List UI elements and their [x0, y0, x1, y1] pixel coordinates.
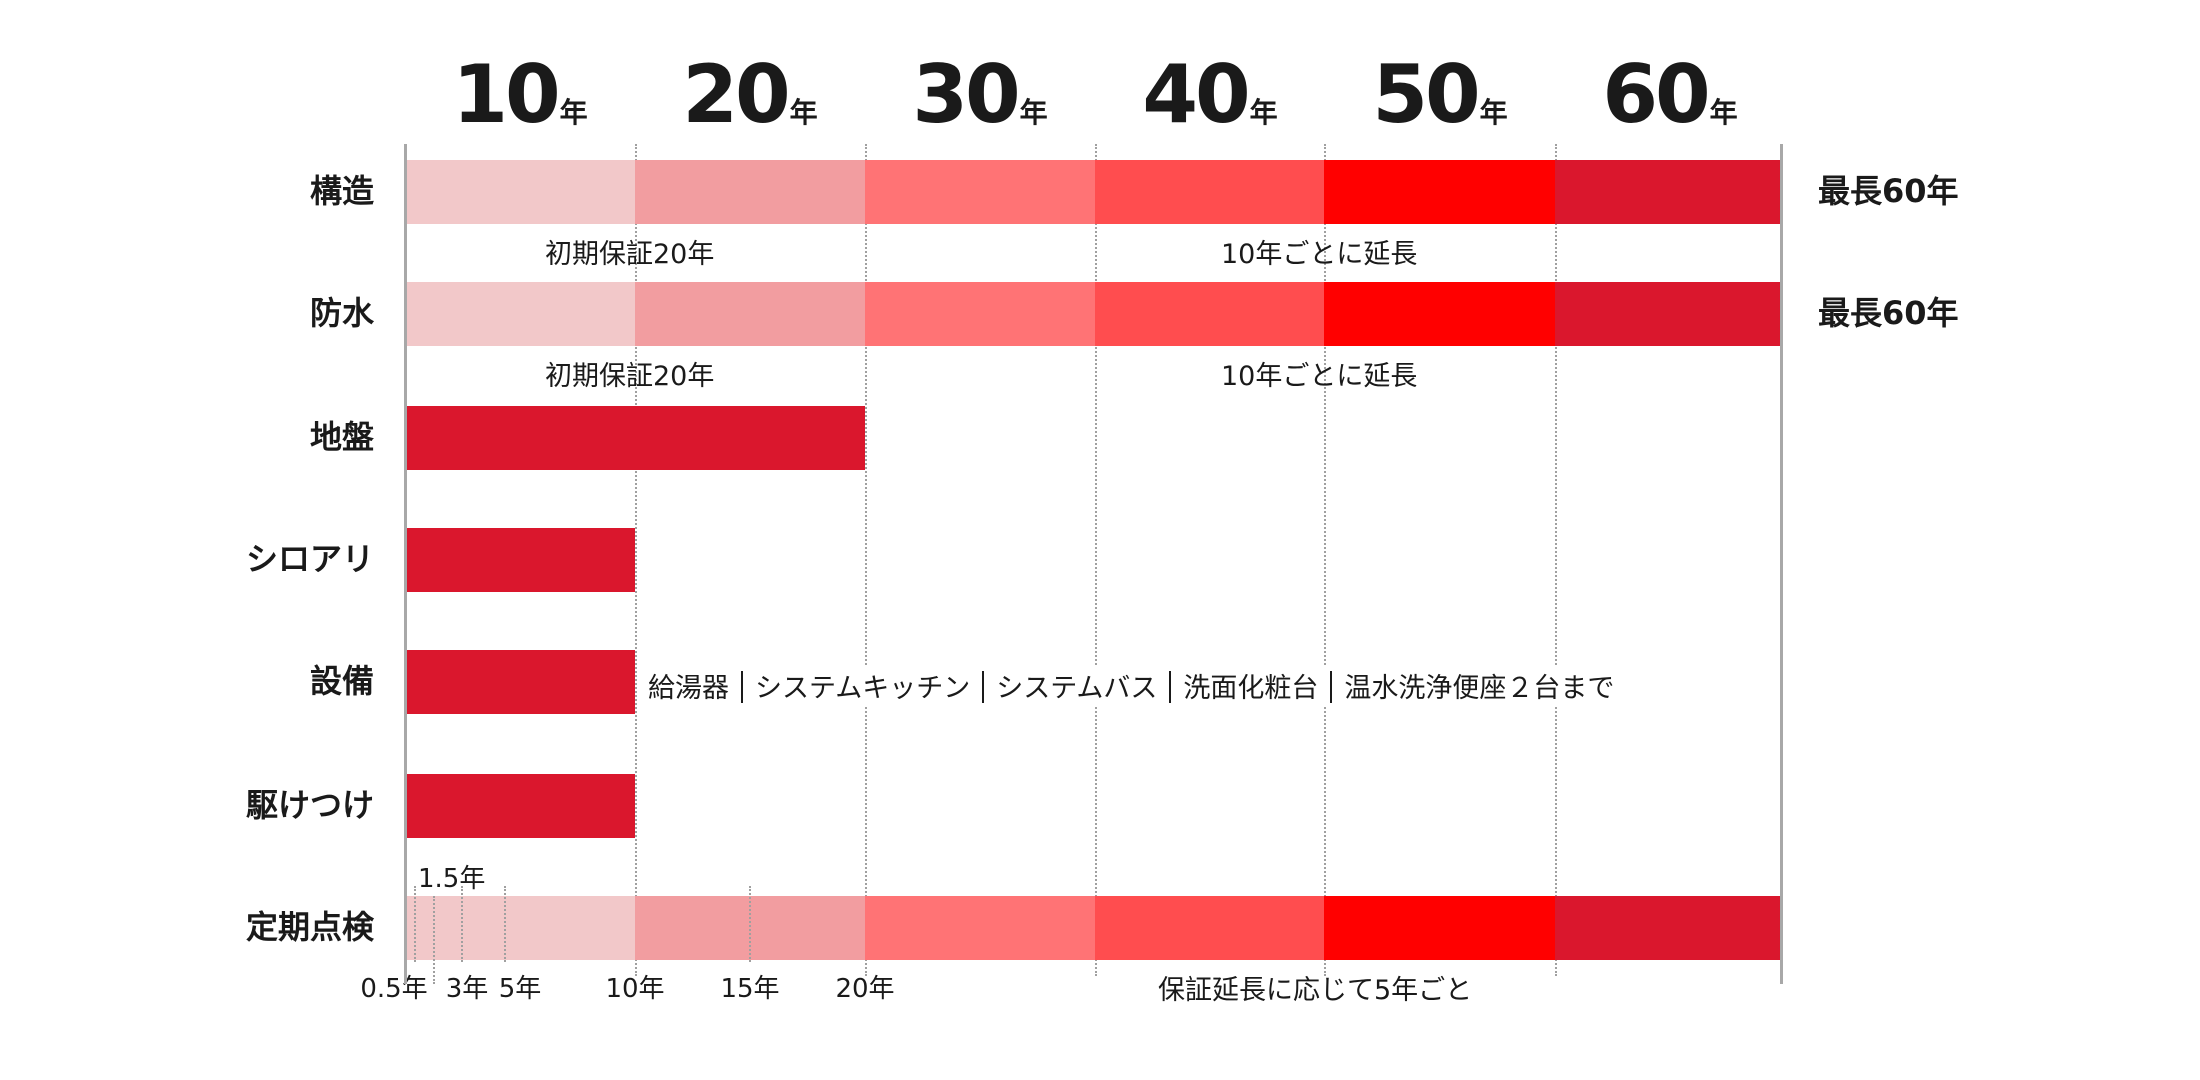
separator — [741, 671, 743, 703]
segment-40-50 — [1324, 282, 1555, 346]
tick-label-0.5: 0.5年 — [360, 974, 428, 1004]
axis-left — [404, 144, 407, 984]
year-head-60: 60年 — [1602, 48, 1738, 141]
note-extend-structure: 10年ごとに延長 — [1221, 239, 1418, 270]
equipment-item: システムキッチン — [755, 673, 971, 704]
row-label-inspection: 定期点検 — [245, 908, 374, 946]
tick-label-15: 15年 — [720, 974, 780, 1004]
year-head-40: 40年 — [1142, 48, 1278, 141]
row-label-equipment: 設備 — [309, 662, 374, 700]
bar-termite — [406, 528, 635, 592]
year-head-20: 20年 — [682, 48, 818, 141]
note-initial-structure: 初期保証20年 — [545, 239, 715, 270]
max-label-structure: 最長60年 — [1818, 172, 1959, 210]
segment-30-40 — [1095, 282, 1324, 346]
tick-label-5: 5年 — [498, 974, 542, 1004]
gridline-50 — [1555, 144, 1557, 976]
tick-label-1.5: 1.5年 — [418, 864, 486, 894]
segment-30-40 — [1095, 160, 1324, 224]
inspection-tick-5 — [504, 886, 506, 962]
segment-0-10 — [406, 896, 635, 960]
separator — [1330, 671, 1333, 703]
note-extend-waterproof: 10年ごとに延長 — [1221, 361, 1418, 392]
segment-50-60 — [1555, 282, 1780, 346]
bar-inspection — [406, 896, 1780, 960]
segment-50-60 — [1555, 896, 1780, 960]
equipment-items: 給湯器 システムキッチン システムバス 洗面化粧台 温水洗浄便座２台まで — [648, 666, 1615, 705]
gridline-20 — [865, 144, 867, 976]
segment-50-60 — [1555, 160, 1780, 224]
note-initial-waterproof: 初期保証20年 — [545, 361, 715, 392]
segment-20-30 — [865, 282, 1095, 346]
tick-label-3: 3年 — [445, 974, 489, 1004]
segment-10-20 — [635, 282, 865, 346]
segment-20-30 — [865, 160, 1095, 224]
axis-right — [1780, 144, 1783, 984]
segment-20-30 — [865, 896, 1095, 960]
inspection-tick-15 — [749, 886, 751, 962]
equipment-item: 洗面化粧台 — [1183, 673, 1319, 704]
equipment-item: 給湯器 — [648, 673, 729, 704]
bar-ground — [406, 406, 865, 470]
equipment-item: 温水洗浄便座２台まで — [1344, 673, 1615, 704]
segment-10-20 — [635, 160, 865, 224]
separator — [982, 671, 985, 703]
row-label-structure: 構造 — [309, 172, 374, 210]
gridline-10 — [635, 144, 637, 976]
bar-structure — [406, 160, 1780, 224]
row-label-rush: 駆けつけ — [245, 786, 374, 824]
segment-30-40 — [1095, 896, 1324, 960]
bar-waterproof — [406, 282, 1780, 346]
year-head-10: 10年 — [452, 48, 588, 141]
bar-rush — [406, 774, 635, 838]
inspection-tick-0.5 — [414, 886, 416, 962]
segment-0-10 — [406, 160, 635, 224]
year-head-50: 50年 — [1372, 48, 1508, 141]
tick-label-20: 20年 — [835, 974, 895, 1004]
tick-label-10: 10年 — [605, 974, 665, 1004]
row-label-ground: 地盤 — [309, 418, 374, 456]
year-head-30: 30年 — [912, 48, 1048, 141]
inspection-tick-3 — [461, 886, 463, 962]
bar-equipment — [406, 650, 635, 714]
note-extend-inspection: 保証延長に応じて5年ごと — [1158, 975, 1473, 1006]
max-label-waterproof: 最長60年 — [1818, 294, 1959, 332]
row-label-termite: シロアリ — [245, 540, 374, 578]
gridline-30 — [1095, 144, 1097, 976]
equipment-item: システムバス — [996, 673, 1158, 704]
segment-40-50 — [1324, 896, 1555, 960]
segment-40-50 — [1324, 160, 1555, 224]
row-label-waterproof: 防水 — [309, 294, 374, 332]
gridline-40 — [1324, 144, 1326, 976]
inspection-tick-1.5 — [433, 896, 435, 984]
segment-0-10 — [406, 282, 635, 346]
separator — [1169, 671, 1172, 703]
